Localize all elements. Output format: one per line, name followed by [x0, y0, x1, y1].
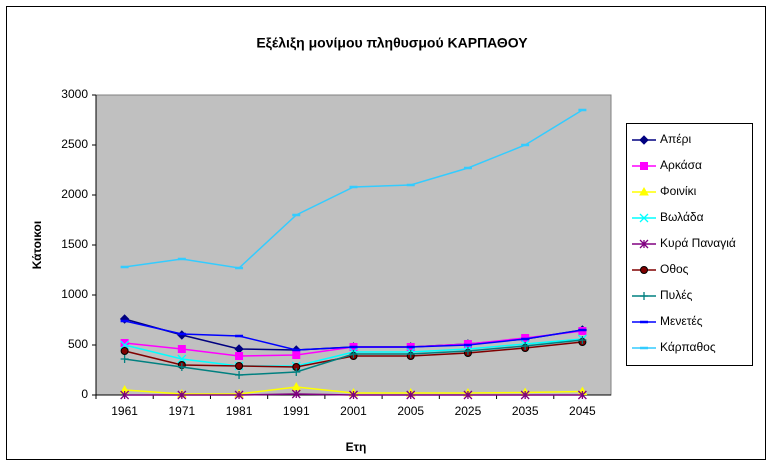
marker [234, 390, 244, 400]
y-axis-label: Κάτοικοι [30, 221, 44, 269]
legend-marker [640, 266, 648, 274]
legend-marker [640, 292, 648, 300]
marker [578, 336, 587, 344]
y-tick-label: 3000 [61, 87, 88, 101]
x-tick-label: 2035 [512, 404, 539, 418]
x-tick-label: 2001 [340, 404, 367, 418]
legend-marker [639, 186, 649, 196]
marker [349, 350, 358, 358]
marker [349, 390, 358, 400]
marker [463, 347, 472, 355]
marker [292, 368, 301, 376]
x-tick-label: 2045 [569, 404, 596, 418]
legend-label: Οθος [660, 262, 689, 276]
y-tick-label: 2500 [61, 137, 88, 151]
marker [120, 340, 130, 350]
marker [521, 342, 530, 350]
marker [292, 351, 301, 359]
x-tick-label: 1981 [226, 404, 253, 418]
x-tick-label: 2005 [397, 404, 424, 418]
x-tick-label: 2025 [455, 404, 482, 418]
marker [406, 390, 416, 400]
legend-marker [639, 213, 649, 223]
marker [177, 363, 186, 371]
legend-label: Απέρι [660, 132, 691, 146]
x-axis-label: Ετη [346, 440, 367, 454]
marker [235, 362, 244, 370]
marker [120, 355, 129, 363]
legend-marker [640, 162, 648, 170]
x-tick-label: 1971 [168, 404, 195, 418]
marker [177, 354, 187, 364]
y-tick-label: 0 [81, 387, 88, 401]
marker [177, 345, 186, 353]
y-tick-label: 2000 [61, 187, 88, 201]
legend-marker [639, 239, 649, 249]
marker [463, 390, 473, 400]
marker [235, 371, 244, 379]
marker [520, 390, 530, 400]
legend-label: Αρκάσα [660, 158, 702, 172]
marker [577, 390, 587, 400]
x-tick-label: 1961 [111, 404, 138, 418]
marker [235, 352, 244, 360]
marker [406, 350, 415, 358]
y-tick-label: 1000 [61, 287, 88, 301]
marker [120, 390, 130, 400]
marker [291, 389, 301, 399]
legend-label: Κάρπαθος [660, 340, 716, 354]
legend-label: Μενετές [660, 314, 703, 328]
x-tick-label: 1991 [283, 404, 310, 418]
legend-label: Φοινίκι [660, 184, 697, 198]
legend-label: Πυλές [660, 288, 693, 302]
marker [177, 390, 187, 400]
legend-label: Βωλάδα [660, 210, 704, 224]
legend-label: Κυρά Παναγιά [660, 236, 736, 250]
chart-title: Εξέλιξη μονίμου πληθυσμού ΚΑΡΠΑΘΟΥ [256, 35, 528, 51]
y-tick-label: 1500 [61, 237, 88, 251]
marker [120, 347, 129, 355]
y-tick-label: 500 [68, 337, 88, 351]
legend-marker [639, 135, 649, 145]
